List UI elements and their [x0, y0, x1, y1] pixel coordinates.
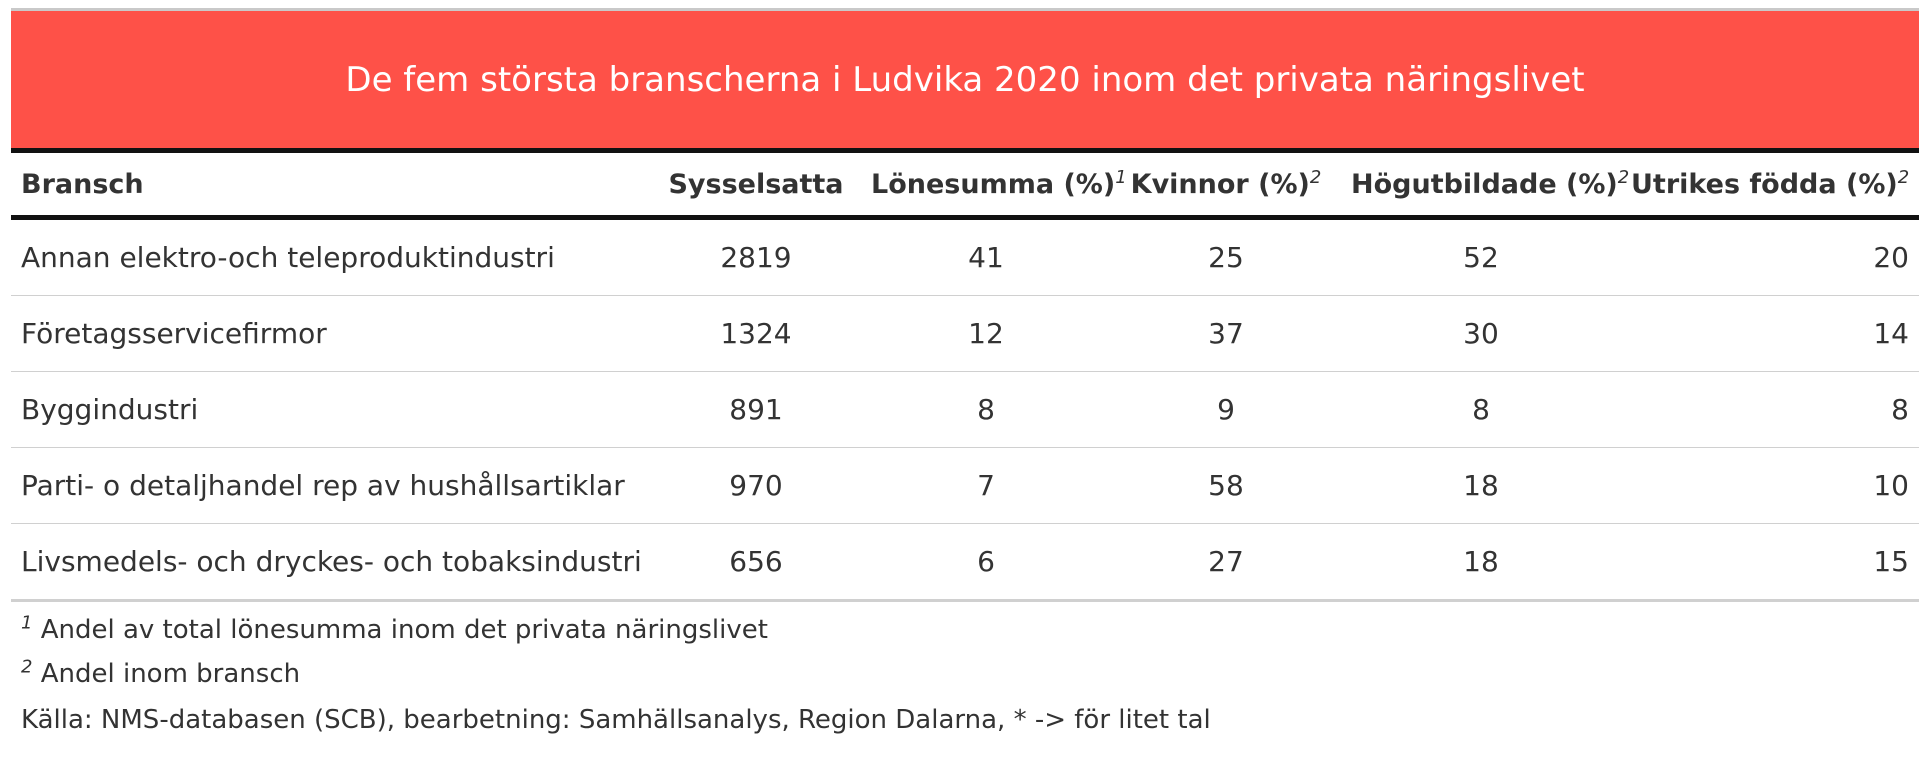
table-footnotes: 1 Andel av total lönesumma inom det priv…: [11, 602, 1919, 742]
cell-lonesumma: 41: [861, 217, 1111, 296]
header-lonesumma: Lönesumma (%)1: [871, 166, 1127, 200]
cell-kvinnor: 58: [1111, 447, 1341, 524]
table-title: De fem största branscherna i Ludvika 202…: [345, 59, 1585, 100]
table-row: Företagsservicefirmor 1324 12 37 30 14: [11, 295, 1919, 372]
cell-sysselsatta: 656: [651, 523, 861, 602]
header-sysselsatta: Sysselsatta: [668, 168, 844, 200]
cell-utrikes: 14: [1621, 295, 1919, 372]
cell-kvinnor: 9: [1111, 371, 1341, 448]
cell-utrikes: 15: [1621, 523, 1919, 602]
footnote-text: Andel inom bransch: [40, 659, 301, 689]
cell-bransch: Annan elektro-och teleproduktindustri: [11, 217, 651, 296]
cell-lonesumma: 12: [861, 295, 1111, 372]
footnote-text: Andel av total lönesumma inom det privat…: [40, 615, 768, 645]
cell-sysselsatta: 891: [651, 371, 861, 448]
cell-sysselsatta: 1324: [651, 295, 861, 372]
cell-lonesumma: 6: [861, 523, 1111, 602]
cell-hogutbildade: 30: [1341, 295, 1621, 372]
top-divider: [11, 8, 1919, 11]
cell-sysselsatta: 970: [651, 447, 861, 524]
cell-bransch: Byggindustri: [11, 371, 651, 448]
cell-hogutbildade: 8: [1341, 371, 1621, 448]
cell-lonesumma: 8: [861, 371, 1111, 448]
table-row: Livsmedels- och dryckes- och tobaksindus…: [11, 523, 1919, 602]
header-utrikes: Utrikes födda (%)2: [1631, 166, 1910, 200]
cell-utrikes: 10: [1621, 447, 1919, 524]
footnote-1: 1 Andel av total lönesumma inom det priv…: [21, 608, 1909, 652]
title-banner: De fem största branscherna i Ludvika 202…: [11, 11, 1919, 148]
table-container: De fem största branscherna i Ludvika 202…: [11, 8, 1919, 742]
cell-sysselsatta: 2819: [651, 217, 861, 296]
source-note: Källa: NMS-databasen (SCB), bearbetning:…: [21, 705, 1211, 735]
footnote-marker: 2: [1897, 166, 1910, 188]
table-row: Annan elektro-och teleproduktindustri 28…: [11, 217, 1919, 296]
footnote-marker: 2: [1617, 166, 1630, 188]
cell-bransch: Parti- o detaljhandel rep av hushållsart…: [11, 447, 651, 524]
cell-bransch: Företagsservicefirmor: [11, 295, 651, 372]
cell-hogutbildade: 52: [1341, 217, 1621, 296]
header-kvinnor: Kvinnor (%)2: [1130, 166, 1322, 200]
table-row: Parti- o detaljhandel rep av hushållsart…: [11, 447, 1919, 524]
cell-bransch: Livsmedels- och dryckes- och tobaksindus…: [11, 523, 651, 602]
data-table: Bransch Sysselsatta Lönesumma (%)1 Kvinn…: [11, 148, 1919, 602]
footnote-2: 2 Andel inom bransch: [21, 652, 1909, 696]
footnote-marker: 1: [1115, 166, 1127, 188]
footnote-marker: 1: [21, 612, 33, 634]
cell-kvinnor: 27: [1111, 523, 1341, 602]
table-header: Bransch Sysselsatta Lönesumma (%)1 Kvinn…: [11, 150, 1919, 218]
cell-utrikes: 8: [1621, 371, 1919, 448]
cell-utrikes: 20: [1621, 217, 1919, 296]
header-hogutbildade: Högutbildade (%)2: [1351, 166, 1630, 200]
cell-kvinnor: 37: [1111, 295, 1341, 372]
table-row: Byggindustri 891 8 9 8 8: [11, 371, 1919, 448]
cell-hogutbildade: 18: [1341, 447, 1621, 524]
footnote-marker: 2: [1309, 166, 1322, 188]
footnote-marker: 2: [21, 656, 33, 678]
header-row: Bransch Sysselsatta Lönesumma (%)1 Kvinn…: [11, 150, 1919, 218]
cell-kvinnor: 25: [1111, 217, 1341, 296]
table-body: Annan elektro-och teleproduktindustri 28…: [11, 217, 1919, 602]
cell-hogutbildade: 18: [1341, 523, 1621, 602]
header-bransch: Bransch: [21, 168, 144, 200]
cell-lonesumma: 7: [861, 447, 1111, 524]
